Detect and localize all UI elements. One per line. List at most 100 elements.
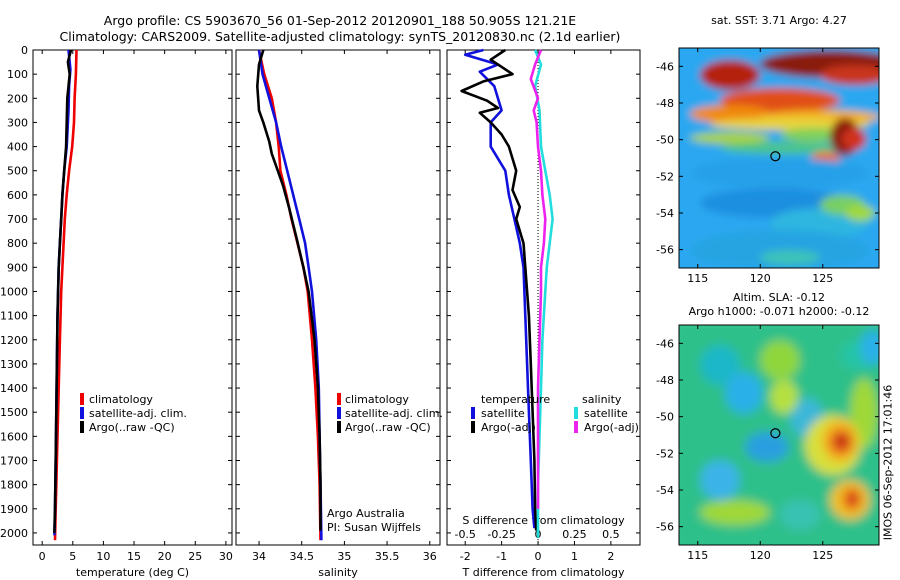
argo-line <box>256 49 322 531</box>
x-tick-label: -2 <box>460 550 471 563</box>
s-tick-label: -0.5 <box>454 528 475 541</box>
legend-swatch-climatology <box>80 393 84 405</box>
salinity-legend: climatology satellite-adj. clim. Argo(..… <box>337 393 443 434</box>
lon-tick-label: 120 <box>750 272 771 285</box>
lon-tick-label: 125 <box>812 549 833 562</box>
sla-patch <box>835 434 849 448</box>
x-tick-label: 20 <box>158 550 172 563</box>
sla-map-title-2: Argo h1000: -0.071 h2000: -0.12 <box>688 305 870 318</box>
x-tick-label: 25 <box>188 550 202 563</box>
sst-patch <box>690 158 870 188</box>
s-axis-label: S difference from climatology <box>462 514 625 527</box>
lat-tick-label: -48 <box>656 97 674 110</box>
depth-tick-label: 1000 <box>0 285 28 298</box>
legend-t-argo: Argo(-adj) <box>481 421 536 434</box>
legend-swatch-argo <box>337 421 341 433</box>
x-tick-label: 35.5 <box>375 550 400 563</box>
plot-frame <box>446 49 641 546</box>
legend-swatch-s-argo <box>574 421 578 433</box>
sst-patch <box>710 118 870 130</box>
x-tick-label: 2 <box>607 550 614 563</box>
sla-map: -46 -48 -50 -52 -54 -56 115 120 125 <box>656 324 880 562</box>
legend-s-argo: Argo(-adj) <box>584 421 639 434</box>
depth-tick-label: 500 <box>7 165 28 178</box>
legend-salinity-heading: salinity <box>582 393 622 406</box>
sla-colour-field <box>679 325 879 545</box>
legend-swatch-t-satellite <box>471 407 475 419</box>
s-tick-label: 0.5 <box>602 528 620 541</box>
legend-swatch-climatology <box>337 393 341 405</box>
legend-climatology: climatology <box>345 393 409 406</box>
temperature-profile-panel: 0100200300400500600700800900100011001200… <box>0 44 233 579</box>
difference-legend: temperature salinity satellite Argo(-adj… <box>471 393 639 434</box>
sla-patch <box>770 380 798 414</box>
sst-colour-field <box>679 48 879 268</box>
x-axis-label: salinity <box>318 566 358 579</box>
depth-tick-label: 1400 <box>0 382 28 395</box>
x-tick-label: 15 <box>127 550 141 563</box>
x-axis-label: T difference from climatology <box>462 566 625 579</box>
s-tick-label: -0.25 <box>487 528 515 541</box>
sst-patch <box>720 142 850 154</box>
depth-tick-label: 1700 <box>0 454 28 467</box>
depth-tick-label: 200 <box>7 92 28 105</box>
figure-title-line2: Climatology: CARS2009. Satellite-adjuste… <box>59 29 621 44</box>
legend-t-satellite: satellite <box>481 407 525 420</box>
sla-patch <box>700 345 740 385</box>
lon-tick-label: 115 <box>687 272 708 285</box>
s-argo-line <box>529 49 547 509</box>
sla-patch <box>700 460 740 500</box>
x-tick-label: 10 <box>96 550 110 563</box>
argo-float-marker <box>770 428 781 439</box>
lat-tick-label: -52 <box>656 447 674 460</box>
x-tick-label: 35 <box>337 550 351 563</box>
sst-patch <box>700 60 760 90</box>
x-tick-label: 1 <box>571 550 578 563</box>
legend-swatch-argo <box>80 421 84 433</box>
legend-s-satellite: satellite <box>584 407 628 420</box>
depth-tick-label: 600 <box>7 189 28 202</box>
plot-frame <box>32 49 233 546</box>
x-tick-label: -1 <box>496 550 507 563</box>
sst-map-title: sat. SST: 3.71 Argo: 4.27 <box>711 14 847 27</box>
lat-tick-label: -56 <box>656 244 674 257</box>
sst-patch <box>690 230 870 268</box>
depth-tick-label: 1800 <box>0 479 28 492</box>
x-tick-label: 30 <box>219 550 233 563</box>
x-tick-label: 34 <box>252 550 266 563</box>
sla-patch <box>725 372 763 414</box>
sla-patch <box>860 330 879 365</box>
legend-swatch-s-satellite <box>574 407 578 419</box>
depth-tick-label: 900 <box>7 261 28 274</box>
t-satellite-line <box>463 48 536 529</box>
lat-tick-label: -54 <box>656 484 674 497</box>
lat-tick-label: -50 <box>656 134 674 147</box>
sst-patch <box>845 205 875 221</box>
depth-tick-label: 1900 <box>0 503 28 516</box>
lat-tick-label: -46 <box>656 60 674 73</box>
x-tick-label: 34.5 <box>289 550 314 563</box>
argo-line <box>53 49 73 533</box>
figure-title-line1: Argo profile: CS 5903670_56 01-Sep-2012 … <box>103 13 577 28</box>
lat-tick-label: -56 <box>656 521 674 534</box>
credit-line2: PI: Susan Wijffels <box>327 521 421 534</box>
depth-tick-label: 1500 <box>0 406 28 419</box>
legend-satellite: satellite-adj. clim. <box>89 407 187 420</box>
legend-satellite: satellite-adj. clim. <box>345 407 443 420</box>
sla-patch <box>745 432 789 462</box>
t-argo-line <box>460 48 538 531</box>
plot-frame <box>235 49 441 546</box>
salinity-profile-panel: 34 34.5 35 35.5 36 salinity <box>235 49 441 579</box>
sla-map-title-1: Altim. SLA: -0.12 <box>732 291 826 304</box>
sst-map: -46 -48 -50 -52 -54 -56 115 120 125 <box>656 47 880 285</box>
depth-tick-label: 1100 <box>0 310 28 323</box>
legend-swatch-t-argo <box>471 421 475 433</box>
legend-swatch-satellite <box>337 407 341 419</box>
lat-tick-label: -54 <box>656 207 674 220</box>
sla-patch <box>849 494 858 504</box>
s-tick-label: 0.25 <box>562 528 587 541</box>
sst-patch <box>820 65 879 85</box>
credit-line1: Argo Australia <box>327 507 405 520</box>
depth-tick-label: 700 <box>7 213 28 226</box>
